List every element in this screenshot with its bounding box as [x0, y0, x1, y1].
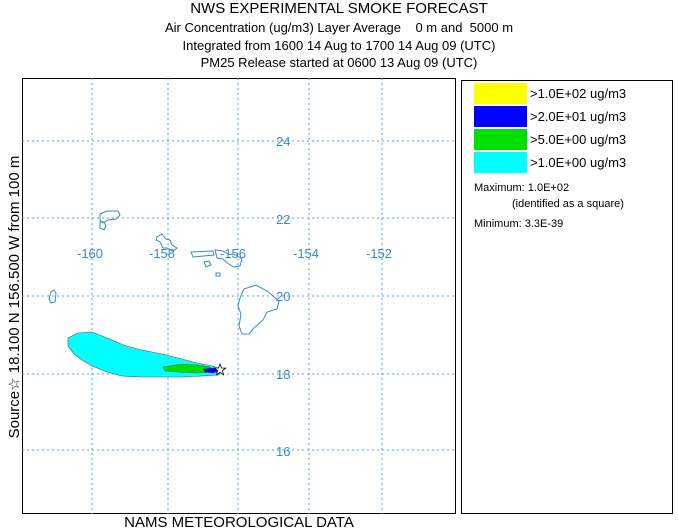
lat-label-22: 22 [276, 212, 290, 227]
legend-swatch [474, 106, 527, 127]
forecast-title: NWS EXPERIMENTAL SMOKE FORECAST [190, 0, 488, 17]
legend-maximum: Maximum: 1.0E+02 [474, 182, 570, 194]
lat-label-16: 16 [276, 444, 290, 459]
legend-item: >1.0E+02 ug/m3 [474, 83, 664, 104]
lat-label-24: 24 [276, 134, 290, 149]
smoke-plume [67, 331, 223, 378]
island-hawaii [237, 284, 280, 335]
graticule [22, 78, 456, 514]
island-molokai [190, 250, 215, 258]
island-kauai [99, 210, 121, 224]
island-kauai-west [99, 221, 107, 231]
legend-max-note: (identified as a square) [512, 198, 624, 210]
legend-item: >5.0E+00 ug/m3 [474, 129, 664, 150]
lon-label-158: -158 [149, 246, 175, 261]
lon-label-160: -160 [77, 246, 103, 261]
lon-label-152: -152 [366, 246, 392, 261]
island-lanai [203, 260, 212, 268]
legend-item: >1.0E+00 ug/m3 [474, 152, 664, 173]
legend-label: >2.0E+01 ug/m3 [530, 109, 627, 124]
legend-swatch [474, 129, 527, 150]
legend-panel: >1.0E+02 ug/m3 >2.0E+01 ug/m3 >5.0E+00 u… [461, 80, 673, 514]
legend-label: >5.0E+00 ug/m3 [530, 132, 627, 147]
island-kahoolawe [215, 272, 221, 277]
concentration-subtitle: Air Concentration (ug/m3) Layer Average … [164, 20, 514, 35]
integration-period: Integrated from 1600 14 Aug to 1700 14 A… [182, 38, 496, 53]
source-star-icon [213, 362, 227, 376]
island-niihau [48, 289, 57, 304]
lon-label-154: -154 [293, 246, 319, 261]
smoke-map: 24 22 20 18 16 -160 -158 -156 -154 -152 [22, 78, 456, 514]
legend-swatch [474, 83, 527, 104]
legend-swatch [474, 152, 527, 173]
legend-label: >1.0E+02 ug/m3 [530, 86, 627, 101]
coastlines [48, 210, 280, 335]
lat-label-18: 18 [276, 367, 290, 382]
legend-item: >2.0E+01 ug/m3 [474, 106, 664, 127]
legend-label: >1.0E+00 ug/m3 [530, 155, 627, 170]
release-start: PM25 Release started at 0600 13 Aug 09 (… [200, 55, 478, 70]
met-data-footer: NAMS METEOROLOGICAL DATA [124, 514, 354, 531]
lat-label-20: 20 [276, 289, 290, 304]
source-location-label: Source☆ 18.100 N 156.500 W from 100 m [6, 155, 23, 439]
plume-20ug-contour [202, 367, 220, 374]
legend-minimum: Minimum: 3.3E-39 [474, 218, 564, 230]
island-maui [214, 249, 243, 268]
island-oahu [155, 233, 178, 252]
